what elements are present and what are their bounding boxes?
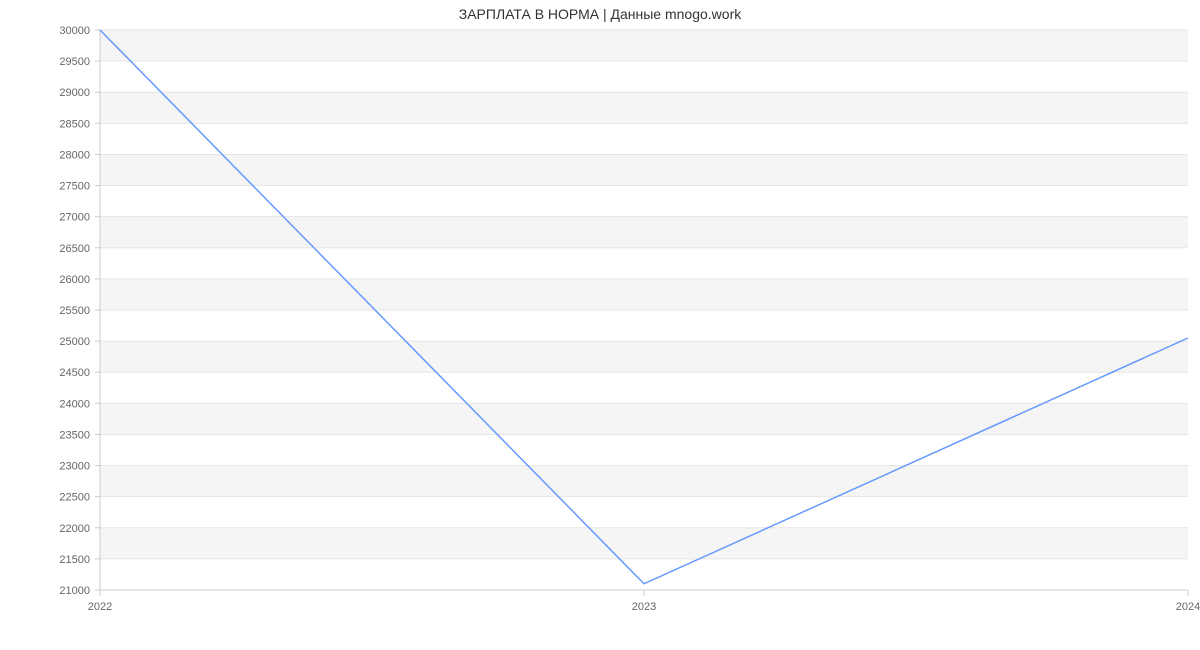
svg-text:29500: 29500 <box>59 56 90 68</box>
svg-text:30000: 30000 <box>59 25 90 37</box>
svg-text:21000: 21000 <box>59 585 90 597</box>
svg-text:27500: 27500 <box>59 181 90 193</box>
svg-text:21500: 21500 <box>59 554 90 566</box>
svg-text:26500: 26500 <box>59 243 90 255</box>
svg-text:27000: 27000 <box>59 212 90 224</box>
svg-text:25000: 25000 <box>59 336 90 348</box>
svg-text:2023: 2023 <box>632 601 656 613</box>
svg-text:26000: 26000 <box>59 274 90 286</box>
svg-text:2022: 2022 <box>88 601 112 613</box>
svg-text:28500: 28500 <box>59 118 90 130</box>
svg-text:24000: 24000 <box>59 398 90 410</box>
svg-text:28000: 28000 <box>59 149 90 161</box>
chart-title: ЗАРПЛАТА В НОРМА | Данные mnogo.work <box>0 6 1200 22</box>
svg-text:24500: 24500 <box>59 367 90 379</box>
svg-text:2024: 2024 <box>1176 601 1200 613</box>
chart-svg: 21000 21500 22000 22500 23000 23500 24000 24500… <box>0 0 1200 650</box>
svg-text:23000: 23000 <box>59 461 90 473</box>
svg-text:25500: 25500 <box>59 305 90 317</box>
svg-text:23500: 23500 <box>59 429 90 441</box>
svg-text:22500: 22500 <box>59 492 90 504</box>
salary-chart: ЗАРПЛАТА В НОРМА | Данные mnogo.work 210… <box>0 0 1200 650</box>
svg-text:22000: 22000 <box>59 523 90 535</box>
svg-text:29000: 29000 <box>59 87 90 99</box>
